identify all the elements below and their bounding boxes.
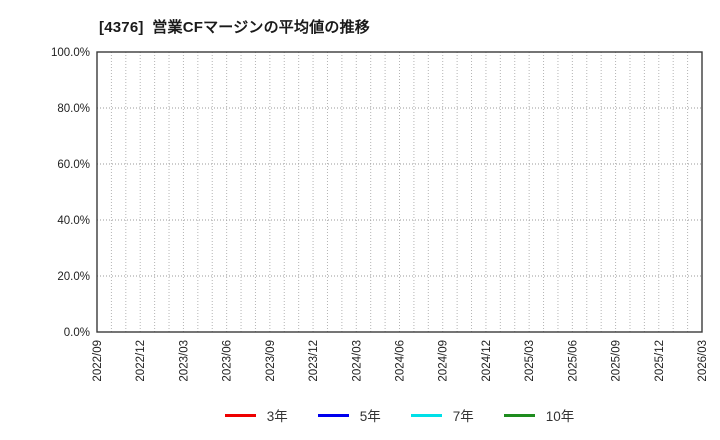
- x-tick-label: 2023/03: [178, 340, 190, 382]
- x-tick-label: 2023/06: [222, 340, 234, 382]
- y-tick-label: 40.0%: [57, 215, 90, 227]
- legend-item: 10年: [503, 405, 575, 425]
- x-tick-label: 2026/03: [697, 340, 709, 382]
- x-tick-label: 2022/12: [135, 340, 147, 382]
- y-tick-label: 20.0%: [57, 271, 90, 283]
- legend-item: 3年: [224, 405, 288, 425]
- x-tick-label: 2023/09: [265, 340, 277, 382]
- legend-line-swatch: [410, 413, 442, 417]
- plot-border: [96, 51, 703, 333]
- legend: 3年 5年 7年 10年: [97, 404, 702, 426]
- x-tick-label: 2025/09: [611, 340, 623, 382]
- y-tick-label: 80.0%: [57, 103, 90, 115]
- legend-label: 10年: [545, 409, 575, 424]
- x-tick-label: 2024/06: [395, 340, 407, 382]
- legend-label: 3年: [266, 409, 288, 424]
- legend-item: 5年: [317, 405, 381, 425]
- x-tick-label: 2024/03: [351, 340, 363, 382]
- legend-label: 7年: [452, 409, 474, 424]
- legend-line-swatch: [503, 413, 535, 417]
- x-tick-label: 2025/12: [654, 340, 666, 382]
- legend-line-swatch: [224, 413, 256, 417]
- x-tick-label: 2023/12: [308, 340, 320, 382]
- x-tick-label: 2022/09: [92, 340, 104, 382]
- x-tick-label: 2024/12: [481, 340, 493, 382]
- legend-line-swatch: [317, 413, 349, 417]
- x-tick-label: 2024/09: [438, 340, 450, 382]
- legend-label: 5年: [359, 409, 381, 424]
- x-tick-label: 2025/06: [567, 340, 579, 382]
- y-tick-label: 100.0%: [51, 47, 90, 59]
- x-tick-label: 2025/03: [524, 340, 536, 382]
- y-tick-label: 0.0%: [64, 327, 90, 339]
- chart-title: [4376] 営業CFマージンの平均値の推移: [99, 19, 370, 36]
- y-tick-label: 60.0%: [57, 159, 90, 171]
- legend-item: 7年: [410, 405, 474, 425]
